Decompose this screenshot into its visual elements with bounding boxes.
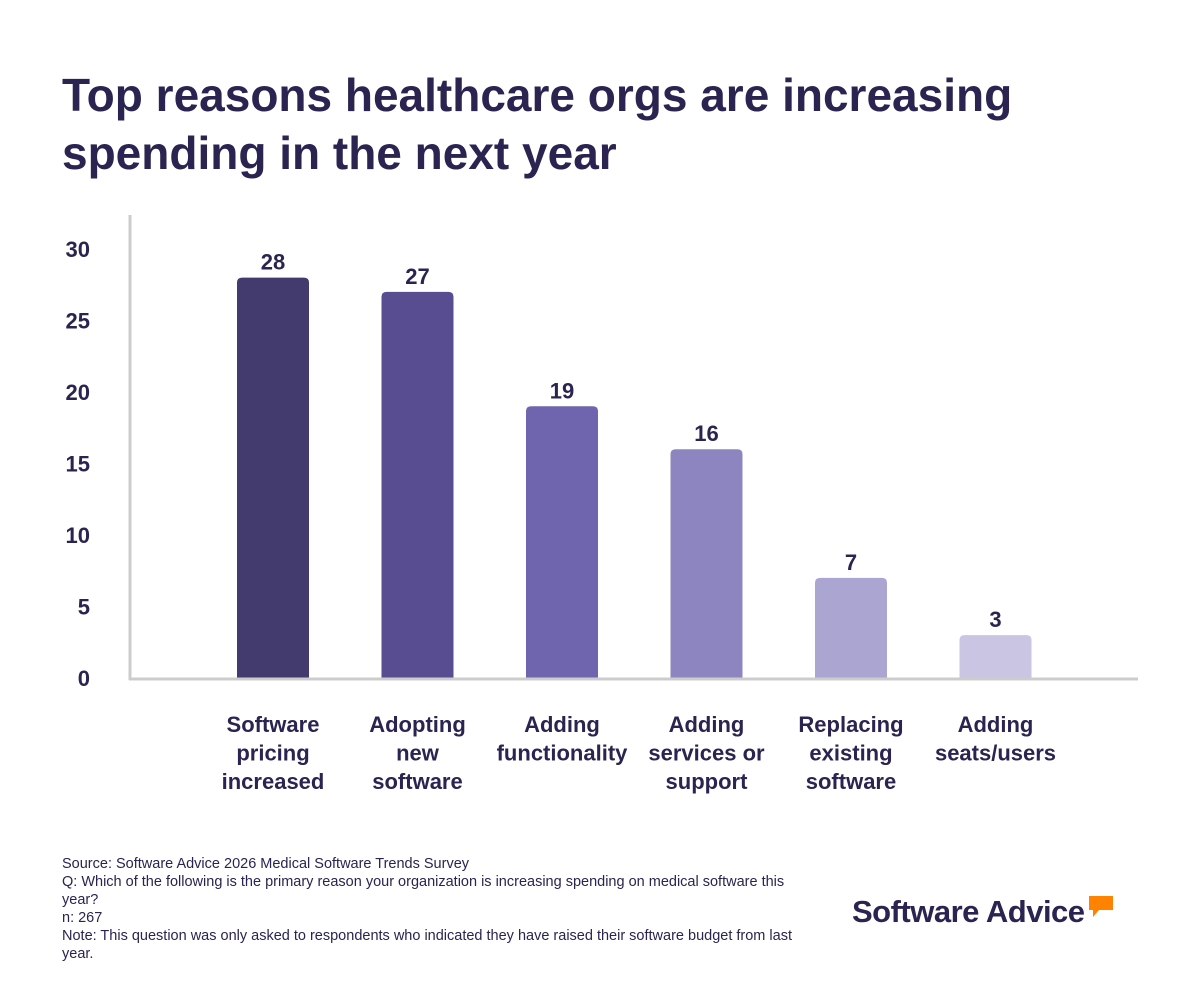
bar (381, 291, 454, 678)
y-tick-label: 25 (66, 309, 90, 334)
value-labels: 28 27 19 16 7 3 (261, 250, 1002, 632)
speech-bubble-icon (1088, 896, 1113, 917)
y-tick-label: 15 (66, 452, 90, 477)
bar-chart: 0 5 10 15 20 25 30 28 27 19 16 7 3 Software pricing i… (66, 215, 1138, 794)
category-label-line: software (806, 769, 896, 794)
category-label-line: software (372, 769, 462, 794)
category-label: Adding functionality (497, 712, 629, 766)
bar-value-label: 7 (845, 550, 857, 575)
chart-title: Top reasons healthcare orgs are increasi… (62, 69, 1013, 179)
category-label-line: Adding (669, 712, 745, 737)
bar-value-label: 16 (694, 421, 718, 446)
y-tick-label: 30 (66, 237, 90, 262)
footnotes: Source: Software Advice 2026 Medical Sof… (62, 855, 822, 963)
question-note: Q: Which of the following is the primary… (62, 874, 785, 908)
category-label-line: Replacing (798, 712, 903, 737)
bar (815, 577, 887, 678)
y-tick-label: 5 (78, 595, 90, 620)
logo-text: Software Advice (852, 894, 1085, 929)
category-label-line: increased (222, 769, 325, 794)
bar-value-label: 28 (261, 250, 285, 275)
y-tick-label: 10 (66, 523, 90, 548)
source-note: Source: Software Advice 2026 Medical Sof… (62, 856, 470, 872)
category-label: Adding services or support (648, 712, 765, 794)
category-label-line: Adopting (369, 712, 466, 737)
category-label: Software pricing increased (222, 712, 325, 794)
category-label-line: services or (648, 741, 765, 766)
category-label-line: Software (227, 712, 320, 737)
bar-value-label: 19 (550, 378, 574, 403)
y-axis-ticks: 0 5 10 15 20 25 30 (66, 237, 90, 691)
category-label-line: seats/users (935, 741, 1056, 766)
category-label: Replacing existing software (798, 712, 903, 794)
bars (237, 277, 1032, 678)
category-label-line: pricing (236, 741, 309, 766)
bar-value-label: 27 (405, 264, 429, 289)
sample-size-note: n: 267 (62, 910, 103, 926)
category-label-line: functionality (497, 741, 629, 766)
category-label-line: Adding (958, 712, 1034, 737)
method-note: Note: This question was only asked to re… (62, 928, 792, 962)
software-advice-logo: Software Advice (852, 890, 1115, 934)
bar (670, 449, 743, 678)
y-tick-label: 0 (78, 666, 90, 691)
category-labels: Software pricing increased Adopting new softw… (222, 712, 1056, 794)
bar (237, 277, 309, 678)
category-label: Adding seats/users (935, 712, 1056, 766)
y-tick-label: 20 (66, 380, 90, 405)
category-label-line: support (666, 769, 749, 794)
bar (959, 635, 1032, 678)
category-label-line: new (396, 741, 440, 766)
bar (526, 406, 598, 678)
category-label-line: existing (809, 741, 892, 766)
bar-value-label: 3 (989, 607, 1001, 632)
category-label: Adopting new software (369, 712, 466, 794)
category-label-line: Adding (524, 712, 600, 737)
